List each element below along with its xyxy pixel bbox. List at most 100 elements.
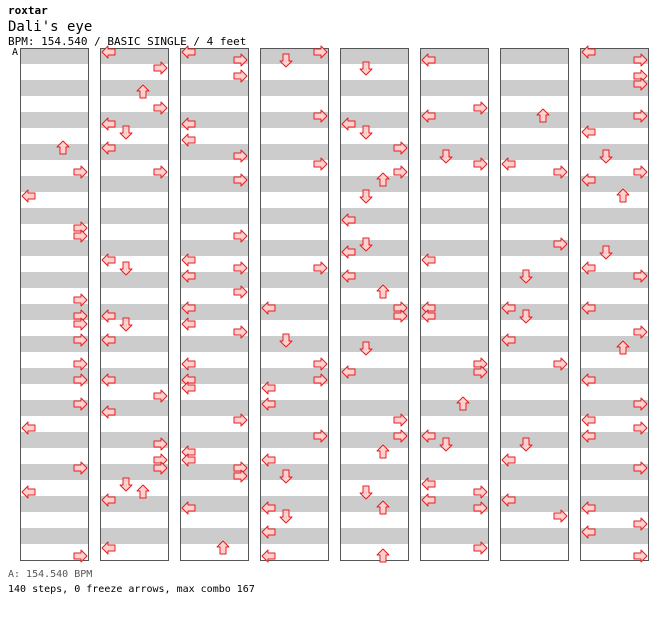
- beat-stripe: [340, 144, 408, 160]
- left-arrow-icon: [421, 53, 436, 67]
- beat-stripe: [580, 480, 648, 496]
- beat-stripe: [340, 240, 408, 256]
- beat-stripe: [180, 112, 248, 128]
- left-arrow-icon: [181, 133, 196, 147]
- left-arrow-icon: [581, 373, 596, 387]
- up-arrow-icon: [136, 484, 150, 499]
- beat-stripe: [20, 496, 88, 512]
- beat-stripe: [500, 224, 568, 240]
- left-arrow-icon: [421, 493, 436, 507]
- beat-stripe: [500, 208, 568, 224]
- beat-stripe: [100, 160, 168, 176]
- left-arrow-icon: [181, 453, 196, 467]
- beat-stripe: [580, 528, 648, 544]
- beat-stripe: [500, 400, 568, 416]
- beat-stripe: [580, 464, 648, 480]
- beat-stripe: [340, 368, 408, 384]
- beat-stripe: [180, 464, 248, 480]
- beat-stripe: [420, 496, 488, 512]
- right-arrow-icon: [633, 165, 648, 179]
- beat-stripe: [420, 416, 488, 432]
- beat-stripe: [260, 64, 328, 80]
- left-arrow-icon: [261, 549, 276, 563]
- right-arrow-icon: [633, 397, 648, 411]
- beat-stripe: [500, 320, 568, 336]
- left-arrow-icon: [501, 333, 516, 347]
- beat-stripe: [180, 128, 248, 144]
- left-arrow-icon: [421, 309, 436, 323]
- beat-stripe: [420, 320, 488, 336]
- down-arrow-icon: [359, 341, 373, 356]
- beat-stripe: [580, 272, 648, 288]
- beat-stripe: [260, 272, 328, 288]
- beat-stripe: [180, 512, 248, 528]
- beat-stripe: [420, 304, 488, 320]
- beat-stripe: [180, 48, 248, 64]
- chart-info: BPM: 154.540 / BASIC SINGLE / 4 feet: [8, 35, 247, 48]
- up-arrow-icon: [376, 444, 390, 459]
- beat-stripe: [100, 416, 168, 432]
- down-arrow-icon: [519, 269, 533, 284]
- beat-stripe: [580, 288, 648, 304]
- beat-stripe: [580, 448, 648, 464]
- right-arrow-icon: [233, 53, 248, 67]
- beat-stripe: [500, 240, 568, 256]
- right-arrow-icon: [473, 501, 488, 515]
- column-border: [100, 48, 169, 561]
- beat-stripe: [500, 128, 568, 144]
- chart-column: [20, 48, 89, 561]
- beat-stripe: [180, 416, 248, 432]
- beat-stripe: [20, 320, 88, 336]
- chart-column: [500, 48, 569, 561]
- beat-stripe: [180, 304, 248, 320]
- beat-stripe: [260, 48, 328, 64]
- beat-stripe: [100, 496, 168, 512]
- column-border: [420, 48, 489, 561]
- beat-stripe: [500, 192, 568, 208]
- beat-stripe: [580, 224, 648, 240]
- beat-stripe: [420, 352, 488, 368]
- right-arrow-icon: [233, 229, 248, 243]
- beat-stripe: [420, 384, 488, 400]
- right-arrow-icon: [633, 77, 648, 91]
- chart-column: [420, 48, 489, 561]
- beat-stripe: [260, 528, 328, 544]
- right-arrow-icon: [233, 325, 248, 339]
- beat-stripe: [20, 304, 88, 320]
- beat-stripe: [580, 544, 648, 560]
- right-arrow-icon: [393, 429, 408, 443]
- beat-stripe: [340, 80, 408, 96]
- artist-name: roxtar: [8, 4, 48, 17]
- up-arrow-icon: [536, 108, 550, 123]
- beat-stripe: [340, 208, 408, 224]
- left-arrow-icon: [501, 453, 516, 467]
- right-arrow-icon: [393, 309, 408, 323]
- beat-stripe: [340, 384, 408, 400]
- beat-stripe: [180, 432, 248, 448]
- beat-stripe: [340, 480, 408, 496]
- beat-stripe: [100, 480, 168, 496]
- right-arrow-icon: [73, 461, 88, 475]
- beat-stripe: [500, 480, 568, 496]
- beat-stripe: [580, 368, 648, 384]
- beat-stripe: [20, 480, 88, 496]
- beat-stripe: [100, 320, 168, 336]
- right-arrow-icon: [233, 413, 248, 427]
- right-arrow-icon: [153, 61, 168, 75]
- right-arrow-icon: [553, 509, 568, 523]
- beat-stripe: [20, 432, 88, 448]
- beat-stripe: [180, 160, 248, 176]
- beat-stripe: [500, 368, 568, 384]
- beat-stripe: [100, 368, 168, 384]
- right-arrow-icon: [73, 165, 88, 179]
- beat-stripe: [420, 480, 488, 496]
- beat-stripe: [500, 464, 568, 480]
- up-arrow-icon: [216, 540, 230, 555]
- beat-stripe: [340, 304, 408, 320]
- beat-stripe: [420, 96, 488, 112]
- beat-stripe: [420, 256, 488, 272]
- beat-stripe: [500, 256, 568, 272]
- left-arrow-icon: [261, 453, 276, 467]
- chart-column: [340, 48, 409, 561]
- left-arrow-icon: [421, 109, 436, 123]
